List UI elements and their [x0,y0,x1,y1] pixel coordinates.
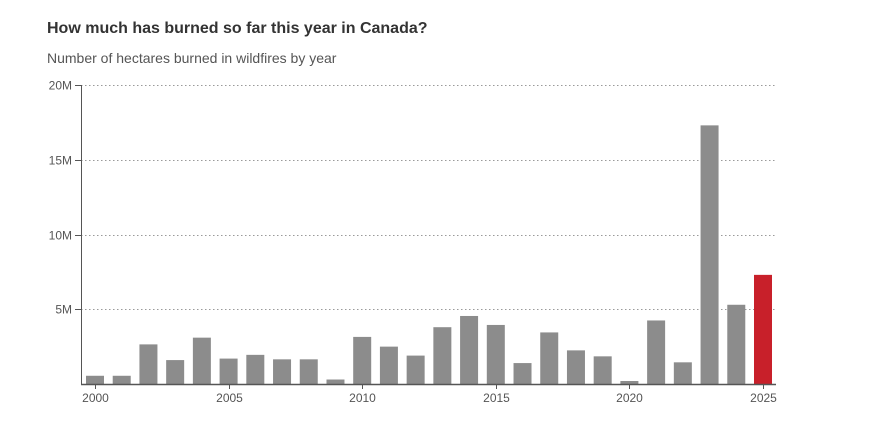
bar [673,362,692,384]
x-tick-label: 2005 [216,391,243,405]
bar [620,381,639,384]
bars [86,125,772,385]
x-tick-label: 2025 [750,391,777,405]
bar [379,346,398,384]
bar [219,358,238,384]
bar [566,350,585,384]
bar [353,336,372,384]
bar [273,359,292,384]
chart-subtitle: Number of hectares burned in wildfires b… [47,50,337,66]
x-tick-label: 2020 [616,391,643,405]
gridlines [75,85,776,310]
bar [647,320,666,384]
y-tick-label: 20M [49,79,72,93]
bar [486,324,505,384]
bar [166,360,185,384]
tick-labels: 5M 10M 15M 20M 2000 2005 2010 2015 2020 2025 [49,79,778,406]
bar [406,355,425,384]
bar [433,327,452,384]
bar [540,332,559,384]
bar [460,315,479,384]
bar [246,354,265,384]
axes [81,85,776,389]
bar [139,344,158,384]
y-tick-label: 5M [55,303,72,317]
bar [700,125,719,385]
bar [192,337,211,384]
x-tick-label: 2015 [483,391,510,405]
bar [727,304,746,384]
x-tick-label: 2000 [82,391,109,405]
bar [86,375,104,384]
y-tick-label: 15M [49,154,72,168]
bar [112,375,131,384]
x-tick-label: 2010 [349,391,376,405]
chart-title: How much has burned so far this year in … [47,20,428,37]
y-tick-label: 10M [49,229,72,243]
bar [513,363,532,384]
bar [326,379,345,384]
bar [593,356,612,384]
bar-highlight [754,274,772,384]
bar [299,359,318,384]
